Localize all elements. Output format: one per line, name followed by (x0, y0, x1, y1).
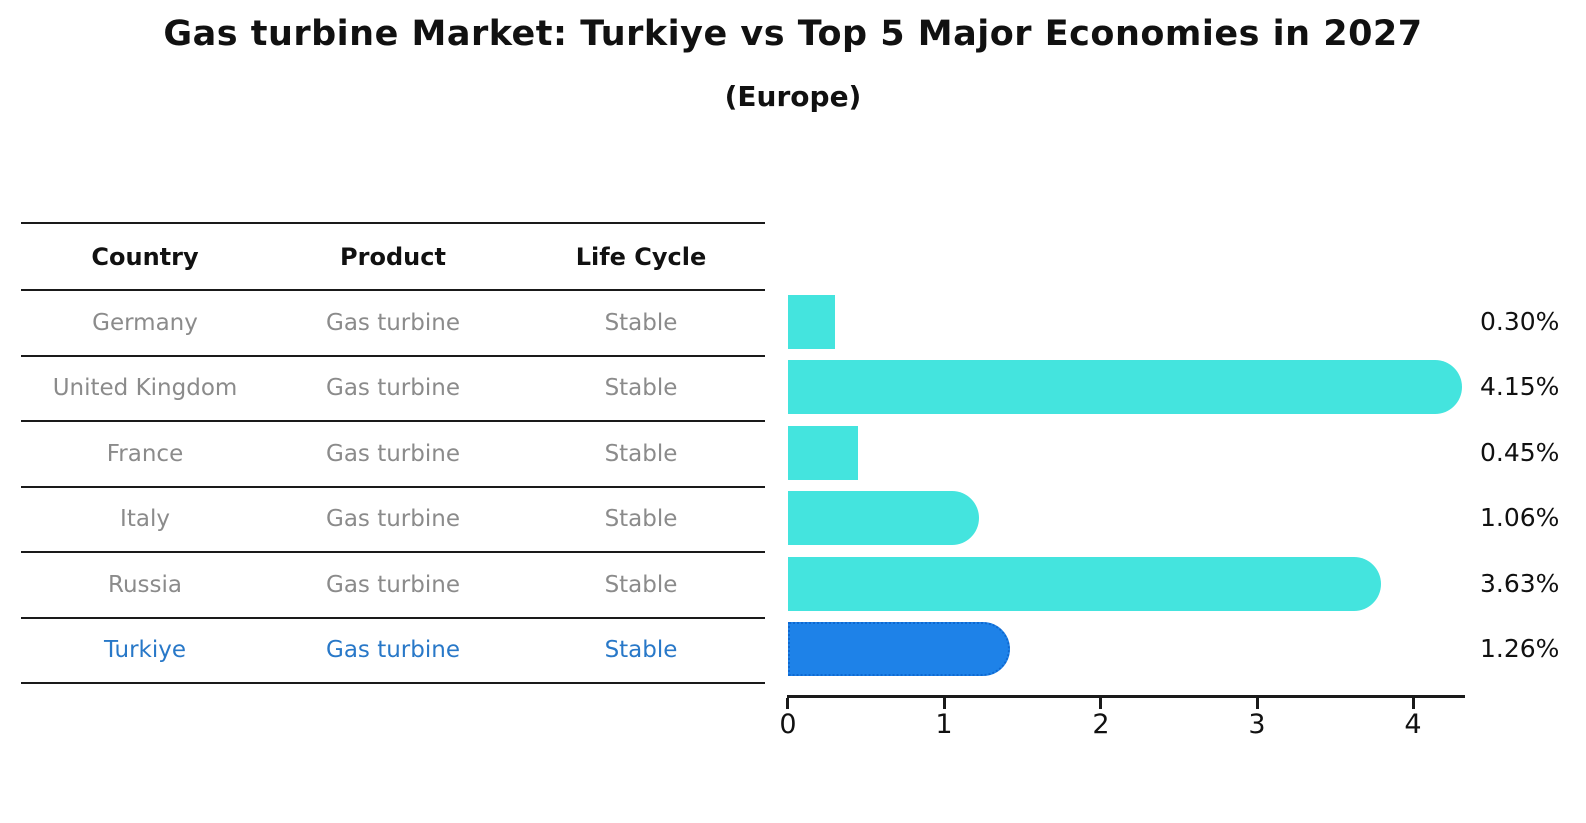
cell-product: Gas turbine (326, 440, 460, 467)
table-row-united-kingdom: United Kingdom Gas turbine Stable (21, 357, 765, 422)
cell-life-cycle: Stable (604, 440, 678, 467)
x-axis-tick (786, 698, 789, 709)
x-axis-tick (943, 698, 946, 709)
chart-title: Gas turbine Market: Turkiye vs Top 5 Maj… (163, 14, 1423, 54)
cell-country: Russia (108, 571, 182, 598)
bar-france (788, 426, 858, 480)
header-cell-product: Product (340, 242, 446, 271)
x-axis-line (787, 695, 1465, 698)
x-axis-tick (1412, 698, 1415, 709)
x-tick-label: 3 (1248, 709, 1266, 740)
table-row-italy: Italy Gas turbine Stable (21, 488, 765, 553)
x-axis-tick (1256, 698, 1259, 709)
cell-country: Turkiye (103, 637, 187, 664)
cell-product: Gas turbine (326, 309, 460, 336)
x-tick-label: 0 (779, 709, 797, 740)
table-header-row: Country Product Life Cycle (21, 222, 765, 291)
cell-product: Gas turbine (326, 571, 460, 598)
cell-life-cycle: Stable (604, 506, 678, 533)
bar-russia (788, 557, 1381, 611)
header-cell-country: Country (91, 242, 199, 271)
value-label-italy: 1.06% (1480, 503, 1560, 532)
cell-life-cycle: Stable (604, 637, 678, 664)
table-row-france: France Gas turbine Stable (21, 422, 765, 488)
bar-germany (788, 295, 835, 349)
cell-country: United Kingdom (52, 375, 238, 402)
cell-country: France (106, 440, 184, 467)
value-label-united-kingdom: 4.15% (1480, 372, 1560, 401)
value-label-france: 0.45% (1480, 438, 1560, 467)
x-tick-label: 2 (1092, 709, 1110, 740)
table-row-turkiye: Turkiye Gas turbine Stable (21, 619, 765, 684)
cell-product: Gas turbine (326, 637, 460, 664)
data-table: Country Product Life Cycle Germany Gas t… (21, 222, 765, 684)
cell-life-cycle: Stable (604, 375, 678, 402)
cell-product: Gas turbine (326, 506, 460, 533)
table-row-germany: Germany Gas turbine Stable (21, 291, 765, 357)
cell-life-cycle: Stable (604, 309, 678, 336)
x-tick-label: 1 (935, 709, 953, 740)
header-cell-life-cycle: Life Cycle (575, 242, 707, 271)
x-tick-label: 4 (1404, 709, 1422, 740)
value-label-russia: 3.63% (1480, 569, 1560, 598)
chart-subtitle: (Europe) (724, 80, 862, 113)
cell-life-cycle: Stable (604, 571, 678, 598)
table-row-russia: Russia Gas turbine Stable (21, 553, 765, 619)
bar-italy (788, 491, 979, 545)
cell-country: Italy (120, 506, 170, 533)
cell-product: Gas turbine (326, 375, 460, 402)
cell-country: Germany (92, 309, 198, 336)
value-label-germany: 0.30% (1480, 307, 1560, 336)
value-label-turkiye: 1.26% (1480, 634, 1560, 663)
bar-united-kingdom (788, 360, 1462, 414)
bar-turkiye (788, 622, 1010, 676)
x-axis-tick (1099, 698, 1102, 709)
